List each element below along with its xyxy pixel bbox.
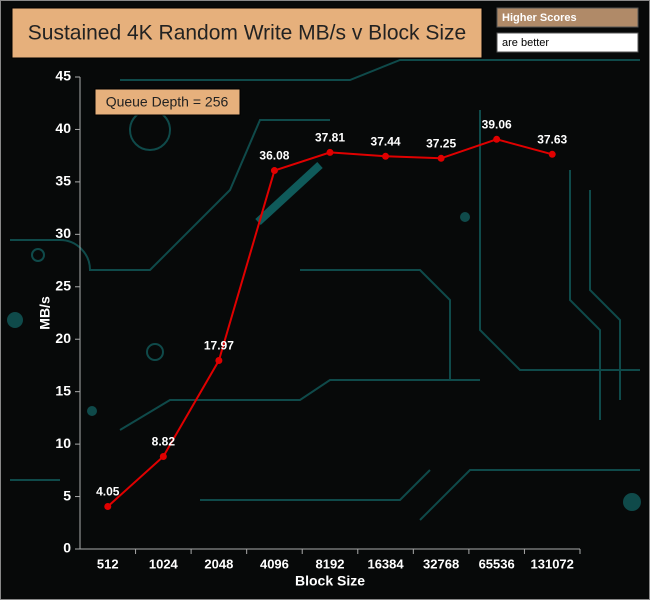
marker <box>437 154 445 162</box>
x-tick-label: 131072 <box>531 556 574 571</box>
y-tick-label: 35 <box>55 173 71 189</box>
marker <box>548 150 556 158</box>
data-label: 37.81 <box>315 131 345 145</box>
x-tick-label: 65536 <box>479 556 515 571</box>
marker <box>493 135 501 143</box>
annotation-box <box>94 88 241 116</box>
x-tick-label: 8192 <box>316 556 345 571</box>
y-tick-label: 40 <box>55 120 71 136</box>
y-tick-label: 15 <box>55 382 71 398</box>
x-axis-label: Block Size <box>295 573 365 589</box>
x-tick-label: 1024 <box>149 556 179 571</box>
x-tick-label: 4096 <box>260 556 289 571</box>
marker <box>270 167 278 175</box>
badge-box <box>496 7 639 28</box>
badge-text: are better <box>502 37 549 49</box>
data-label: 36.08 <box>259 149 289 163</box>
data-label: 4.05 <box>96 485 120 499</box>
marker <box>159 452 167 460</box>
data-label: 37.25 <box>426 136 456 150</box>
y-tick-label: 10 <box>55 435 71 451</box>
data-label: 37.44 <box>371 134 401 148</box>
y-tick-label: 30 <box>55 225 71 241</box>
background-decoration <box>7 59 641 521</box>
x-tick-label: 32768 <box>423 556 459 571</box>
x-tick-label: 512 <box>97 556 119 571</box>
marker <box>326 148 334 156</box>
chart-title: Sustained 4K Random Write MB/s v Block S… <box>28 22 466 45</box>
data-label: 37.63 <box>537 132 567 146</box>
y-tick-label: 25 <box>55 277 71 293</box>
badge-box <box>496 32 639 53</box>
x-tick-label: 16384 <box>367 556 404 571</box>
y-tick-label: 20 <box>55 330 71 346</box>
data-label: 8.82 <box>152 435 176 449</box>
title-box <box>11 7 483 59</box>
marker <box>215 357 223 365</box>
x-tick-label: 2048 <box>204 556 233 571</box>
data-label: 17.97 <box>204 339 234 353</box>
y-tick-label: 45 <box>55 68 71 84</box>
y-tick-label: 5 <box>63 487 71 503</box>
y-axis-label: MB/s <box>37 296 53 330</box>
annotation: Queue Depth = 256 <box>106 94 229 110</box>
marker <box>104 503 112 511</box>
y-tick-label: 0 <box>63 540 71 556</box>
marker <box>382 152 390 160</box>
badge-text: Higher Scores <box>502 12 577 24</box>
data-label: 39.06 <box>482 117 512 131</box>
